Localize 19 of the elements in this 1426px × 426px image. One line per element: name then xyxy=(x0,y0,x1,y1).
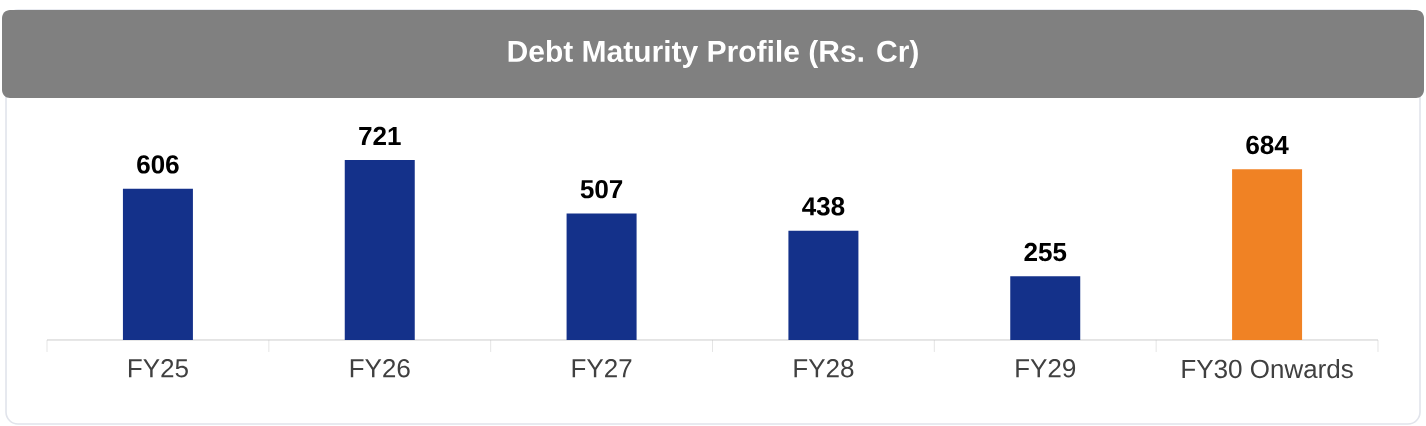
data-label: 507 xyxy=(580,179,623,199)
data-label: 255 xyxy=(1024,242,1067,262)
x-tick-label: FY26 xyxy=(350,359,410,378)
bar xyxy=(344,159,415,340)
x-tick-label: FY25 xyxy=(128,359,188,378)
data-label: 684 xyxy=(1246,135,1289,155)
bar xyxy=(788,230,859,340)
bar xyxy=(1010,276,1081,340)
data-label: 438 xyxy=(802,197,845,216)
bar xyxy=(1232,169,1303,340)
data-label: 606 xyxy=(137,155,179,174)
bar xyxy=(566,213,637,340)
x-tick-label: FY30 Onwards xyxy=(1182,359,1353,379)
x-tick-label: FY29 xyxy=(1016,359,1076,378)
x-tick-label: FY28 xyxy=(794,359,854,378)
bar xyxy=(122,188,193,340)
data-label: 721 xyxy=(359,126,401,145)
x-tick-label: FY27 xyxy=(572,359,632,378)
chart-title: Debt Maturity Profile (Rs. Cr) xyxy=(508,40,918,68)
